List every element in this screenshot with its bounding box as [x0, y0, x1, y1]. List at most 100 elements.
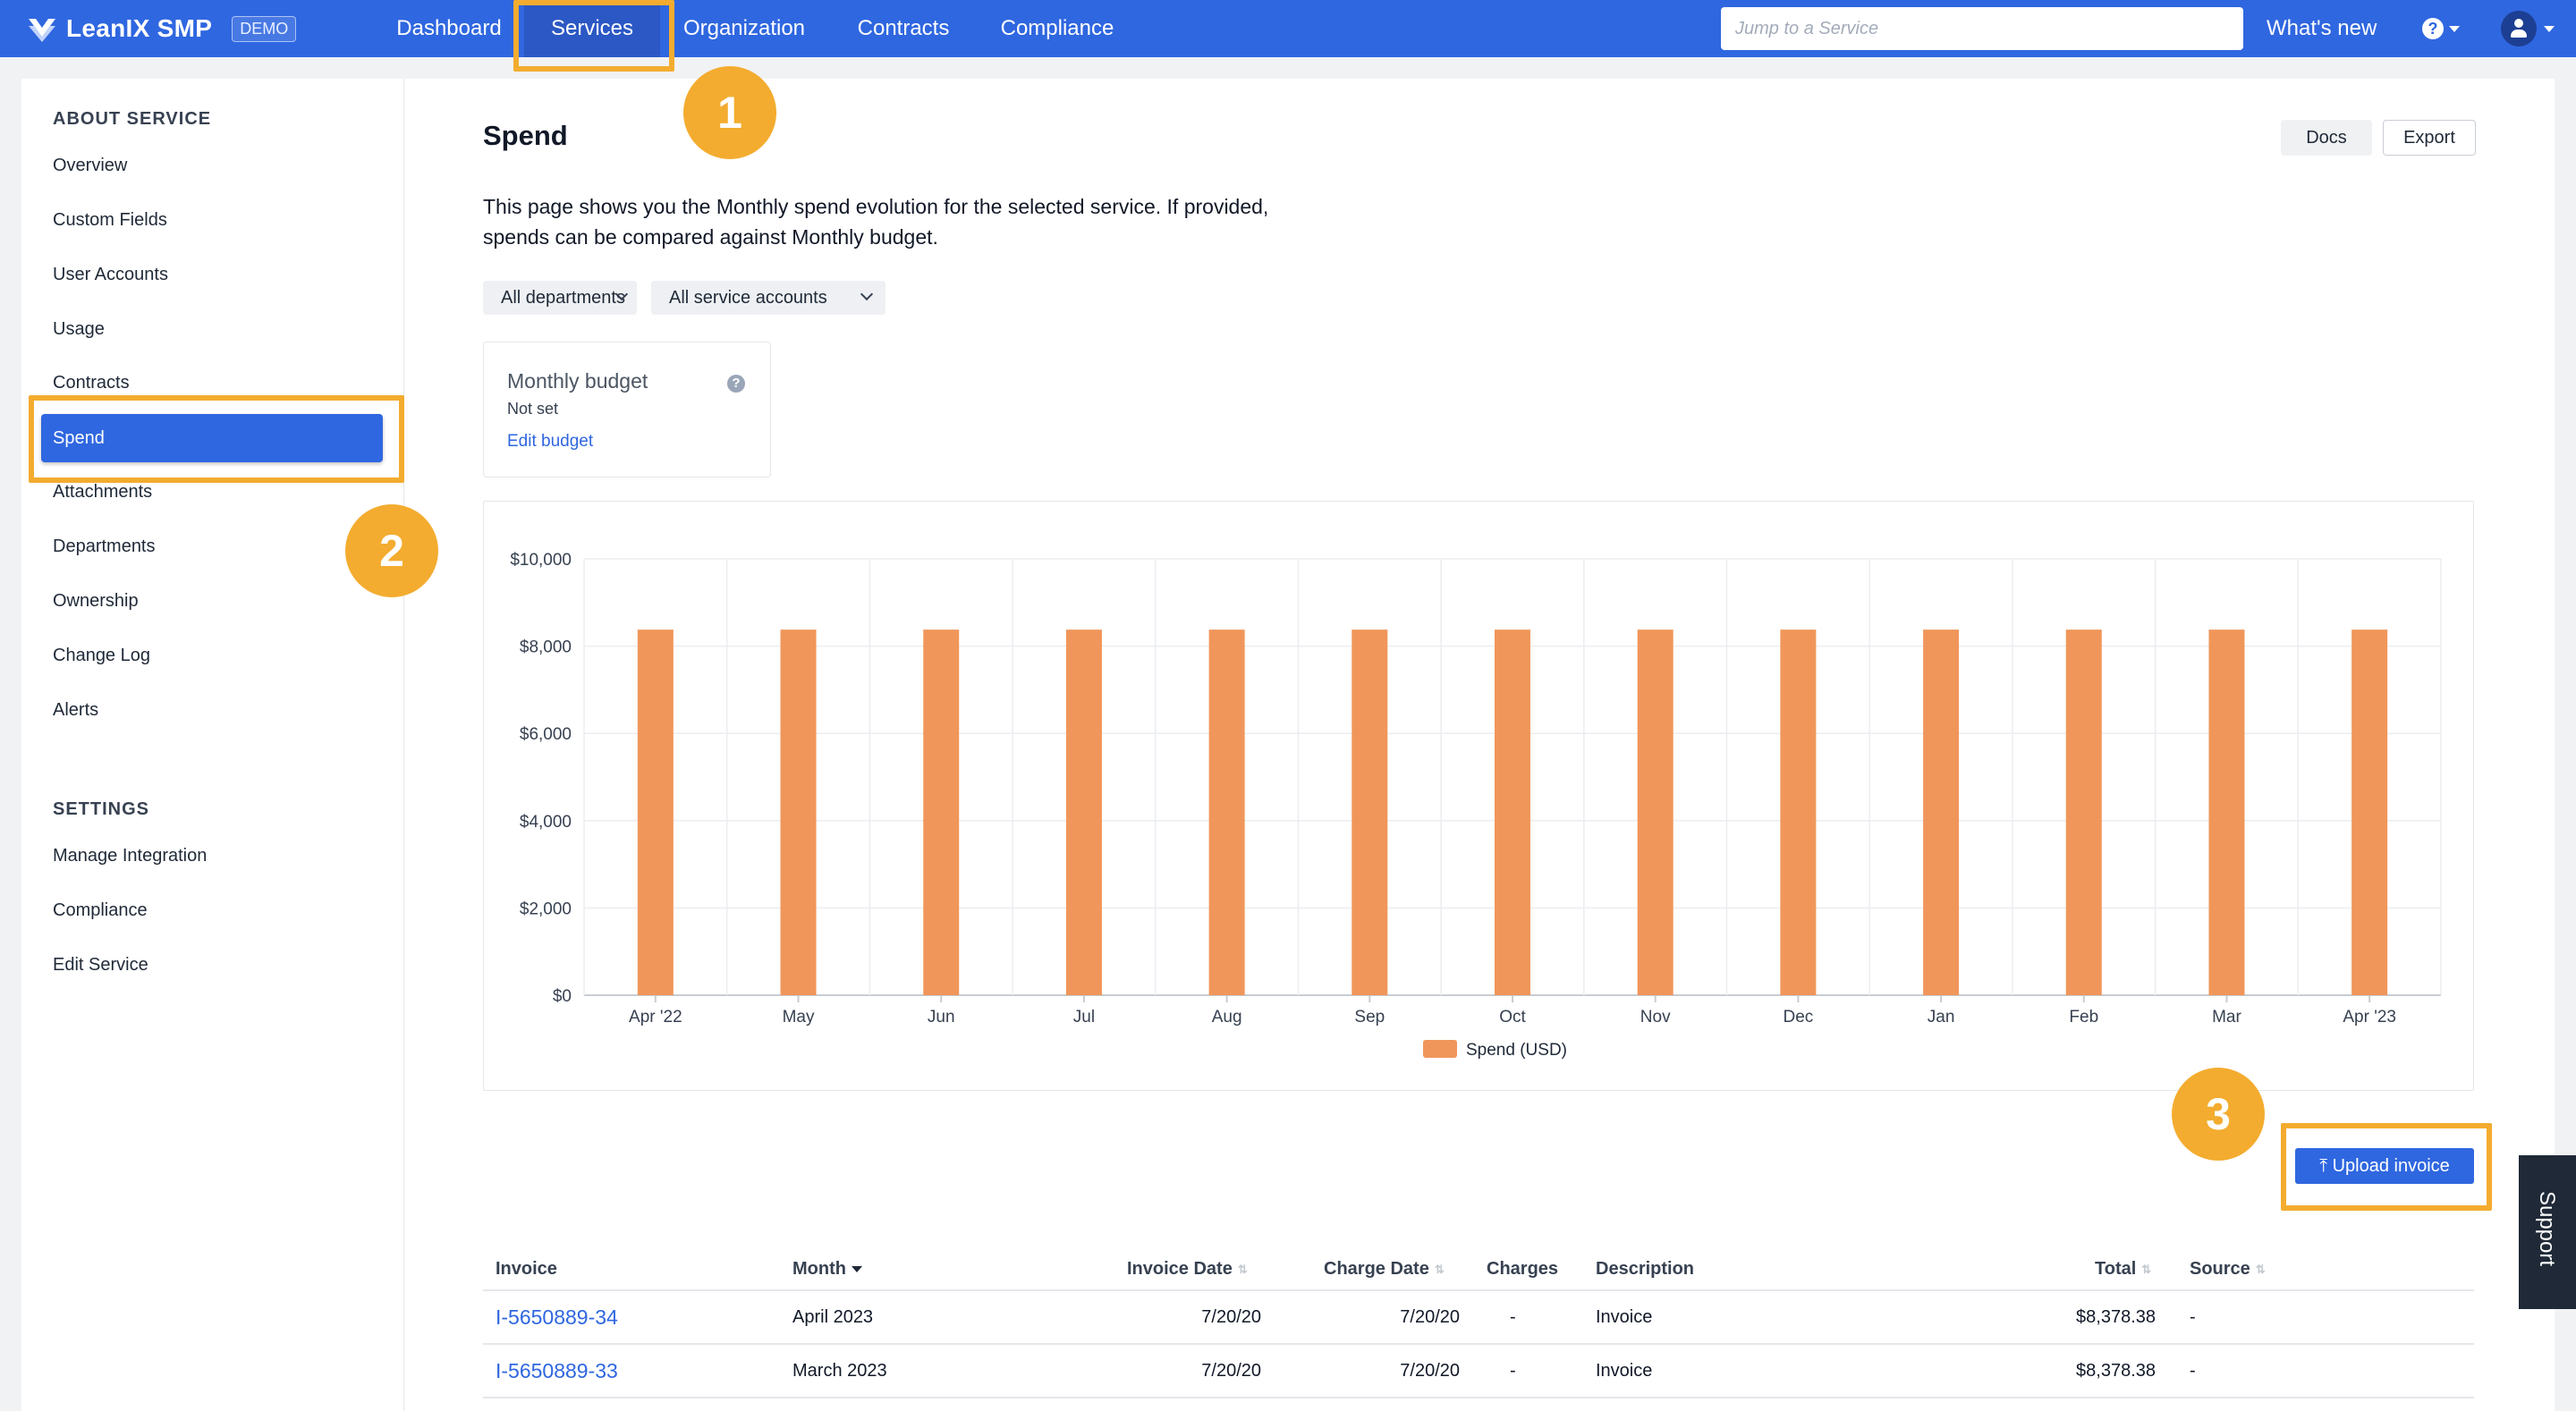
y-tick-label: $4,000 — [520, 813, 572, 832]
table-cell-total: $8,378.38 — [2076, 1307, 2156, 1327]
sidebar-item-alerts[interactable]: Alerts — [53, 700, 99, 720]
nav-services[interactable]: Services — [524, 0, 660, 57]
column-header-source[interactable]: Source ⇅ — [2190, 1259, 2266, 1279]
nav-dashboard[interactable]: Dashboard — [396, 16, 502, 40]
bar — [2208, 629, 2245, 995]
sidebar-item-ownership[interactable]: Ownership — [53, 591, 139, 611]
nav-contracts[interactable]: Contracts — [857, 16, 950, 40]
highlight-box-spend — [29, 395, 404, 483]
x-tick-label: Sep — [1354, 1008, 1385, 1027]
highlight-box-upload — [2281, 1123, 2492, 1211]
sidebar-item-spend[interactable]: Spend — [41, 414, 383, 462]
table-cell-invoice-date: 7/20/20 — [1201, 1307, 1261, 1327]
step-badge-3: 3 — [2172, 1068, 2265, 1161]
bar — [1208, 629, 1245, 995]
x-tick-label: Nov — [1640, 1008, 1671, 1027]
sidebar-item-departments[interactable]: Departments — [53, 537, 156, 556]
table-cell-source: - — [2190, 1307, 2196, 1327]
x-tick-label: Jan — [1928, 1008, 1955, 1027]
sort-icon: ⇅ — [2255, 1262, 2266, 1276]
y-tick-label: $8,000 — [520, 638, 572, 657]
row-divider — [483, 1343, 2474, 1345]
logo[interactable]: LeanIX SMP DEMO — [27, 13, 297, 45]
sidebar-item-attachments[interactable]: Attachments — [53, 482, 153, 502]
export-button[interactable]: Export — [2383, 120, 2476, 156]
page-title: Spend — [483, 120, 568, 151]
bar — [780, 629, 817, 995]
sidebar-item-usage[interactable]: Usage — [53, 319, 105, 339]
sort-icon: ⇅ — [2141, 1262, 2152, 1276]
demo-badge: DEMO — [232, 15, 297, 42]
column-header-invoice[interactable]: Invoice — [496, 1259, 557, 1279]
about-service-heading: ABOUT SERVICE — [53, 109, 212, 129]
sidebar-item-change-log[interactable]: Change Log — [53, 646, 150, 665]
user-avatar-icon[interactable] — [2501, 11, 2537, 46]
spend-chart: $0 $2,000 $4,000 $6,000 $8,000 $10,000 Apr '22… — [483, 501, 2474, 1091]
service-accounts-filter-label: All service accounts — [669, 288, 827, 308]
bar — [2351, 629, 2388, 995]
step-badge-2: 2 — [345, 504, 438, 597]
x-tick-label: Dec — [1783, 1008, 1813, 1027]
column-header-invoice-date[interactable]: Invoice Date ⇅ — [1127, 1259, 1248, 1279]
edit-budget-link[interactable]: Edit budget — [507, 432, 594, 451]
service-accounts-filter[interactable]: All service accounts — [651, 281, 886, 315]
chevron-down-icon — [860, 287, 874, 301]
column-header-charges: Charges — [1487, 1259, 1559, 1279]
docs-button[interactable]: Docs — [2281, 120, 2372, 156]
bar — [1923, 629, 1960, 995]
invoice-link[interactable]: I-5650889-33 — [496, 1359, 618, 1382]
bar — [1780, 629, 1817, 995]
top-navigation-bar: LeanIX SMP DEMO Dashboard Services Organ… — [0, 0, 2576, 57]
departments-filter[interactable]: All departments — [483, 281, 637, 315]
settings-heading: SETTINGS — [53, 799, 150, 819]
sidebar-item-manage-integration[interactable]: Manage Integration — [53, 846, 208, 866]
legend-label: Spend (USD) — [1466, 1041, 1567, 1060]
bar — [923, 629, 960, 995]
sidebar-item-user-accounts[interactable]: User Accounts — [53, 265, 168, 284]
column-header-description: Description — [1596, 1259, 1695, 1279]
bar — [2065, 629, 2102, 995]
row-divider — [483, 1397, 2474, 1398]
sort-icon: ⇅ — [1434, 1262, 1445, 1276]
x-tick-label: Mar — [2212, 1008, 2241, 1027]
x-tick-label: Jul — [1073, 1008, 1095, 1027]
y-tick-label: $6,000 — [520, 725, 572, 744]
sidebar-item-custom-fields[interactable]: Custom Fields — [53, 210, 167, 230]
x-tick-label: Feb — [2069, 1008, 2098, 1027]
column-header-charge-date[interactable]: Charge Date ⇅ — [1324, 1259, 1445, 1279]
step-badge-1: 1 — [683, 66, 776, 159]
upload-invoice-button[interactable]: ⤒ Upload invoice — [2295, 1148, 2474, 1184]
sidebar-item-edit-service[interactable]: Edit Service — [53, 955, 148, 975]
whats-new-link[interactable]: What's new — [2267, 16, 2377, 40]
column-header-month[interactable]: Month — [792, 1259, 862, 1280]
nav-organization[interactable]: Organization — [682, 16, 806, 40]
help-icon[interactable]: ? — [727, 375, 745, 393]
service-sidebar: ABOUT SERVICE Overview Custom Fields Use… — [21, 79, 404, 1411]
sidebar-item-contracts[interactable]: Contracts — [53, 373, 130, 393]
x-tick-label: Oct — [1499, 1008, 1526, 1027]
table-cell-month: April 2023 — [792, 1307, 874, 1327]
x-tick-label: Jun — [928, 1008, 955, 1027]
user-caret-icon[interactable] — [2544, 26, 2555, 32]
table-cell-charges: - — [1510, 1307, 1516, 1327]
budget-value: Not set — [507, 400, 559, 418]
page-description: This page shows you the Monthly spend ev… — [483, 195, 1269, 249]
help-caret-icon[interactable] — [2449, 26, 2460, 32]
support-tab[interactable]: Support — [2519, 1155, 2576, 1309]
table-cell-invoice-date: 7/20/20 — [1201, 1361, 1261, 1381]
bar — [637, 629, 674, 995]
spend-main-panel: Spend Docs Export This page shows you th… — [404, 79, 2555, 1411]
y-tick-label: $10,000 — [510, 551, 572, 570]
nav-compliance[interactable]: Compliance — [1000, 16, 1114, 40]
service-search-input[interactable] — [1721, 7, 2243, 50]
invoice-link[interactable]: I-5650889-34 — [496, 1305, 618, 1329]
legend-swatch — [1423, 1040, 1457, 1058]
column-header-total[interactable]: Total ⇅ — [2095, 1259, 2152, 1279]
table-cell-month: March 2023 — [792, 1361, 887, 1381]
support-label: Support — [2535, 1190, 2559, 1267]
spend-bar-chart: $0 $2,000 $4,000 $6,000 $8,000 $10,000 Apr '22… — [510, 551, 2442, 1060]
sidebar-item-compliance[interactable]: Compliance — [53, 900, 148, 920]
table-cell-source: - — [2190, 1361, 2196, 1381]
question-circle-icon[interactable]: ? — [2422, 18, 2444, 39]
sidebar-item-overview[interactable]: Overview — [53, 156, 128, 175]
